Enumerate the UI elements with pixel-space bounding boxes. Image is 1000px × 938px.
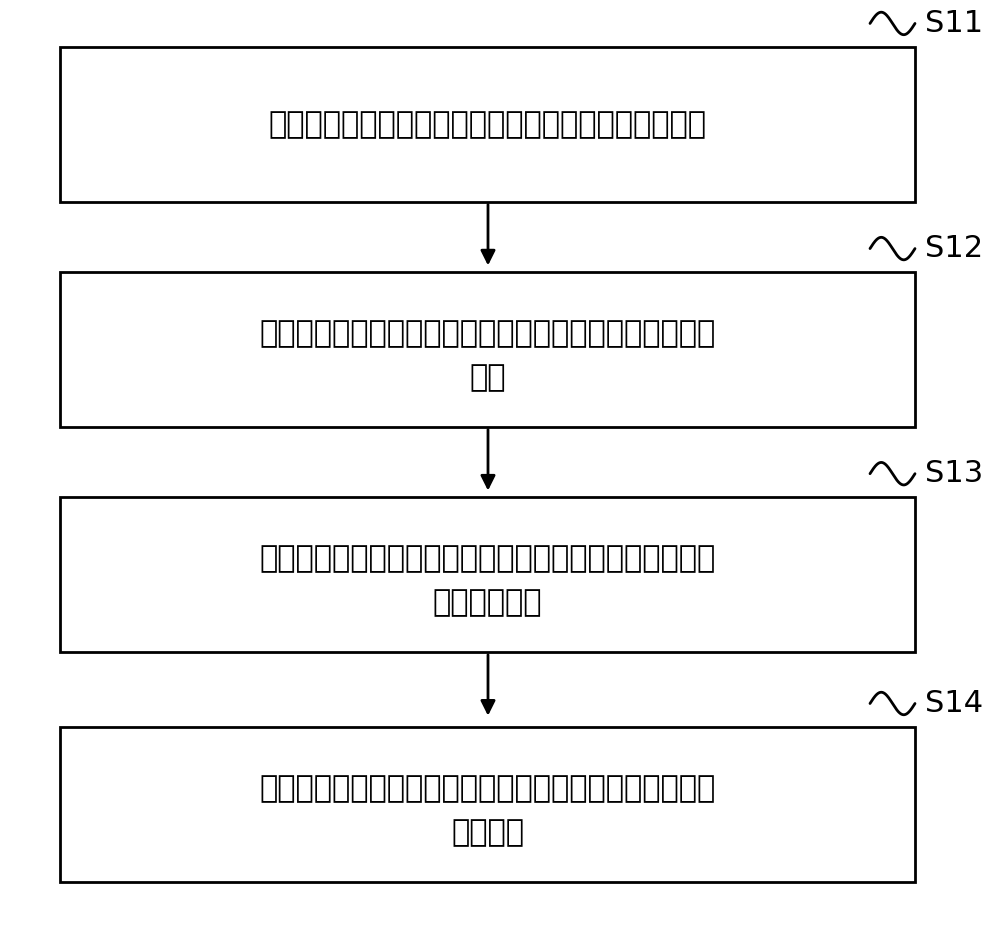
Text: S13: S13 [925,460,983,488]
Text: 训练: 训练 [469,363,506,392]
Text: 支的分割损失: 支的分割损失 [433,588,542,617]
Text: 获取预处理样本，并输入至骨架网络进行样本特征提取: 获取预处理样本，并输入至骨架网络进行样本特征提取 [268,110,706,139]
Text: 分别计算训练后的所述第一分支的分类损失及所述第二分: 分别计算训练后的所述第一分支的分类损失及所述第二分 [259,545,716,573]
Text: S12: S12 [925,234,983,263]
Bar [60,497,915,652]
Text: 通过所述分类损失及所述分割损失的线性加权得到总损失: 通过所述分类损失及所述分割损失的线性加权得到总损失 [259,775,716,803]
Bar [60,272,915,427]
Bar [60,47,915,202]
Text: S11: S11 [925,9,983,38]
Text: S14: S14 [925,689,983,718]
Text: 训练模型: 训练模型 [451,818,524,847]
Text: 将提取到的特征样本分别输入至第一分支及第二分支进行: 将提取到的特征样本分别输入至第一分支及第二分支进行 [259,320,716,348]
Bar [60,727,915,882]
